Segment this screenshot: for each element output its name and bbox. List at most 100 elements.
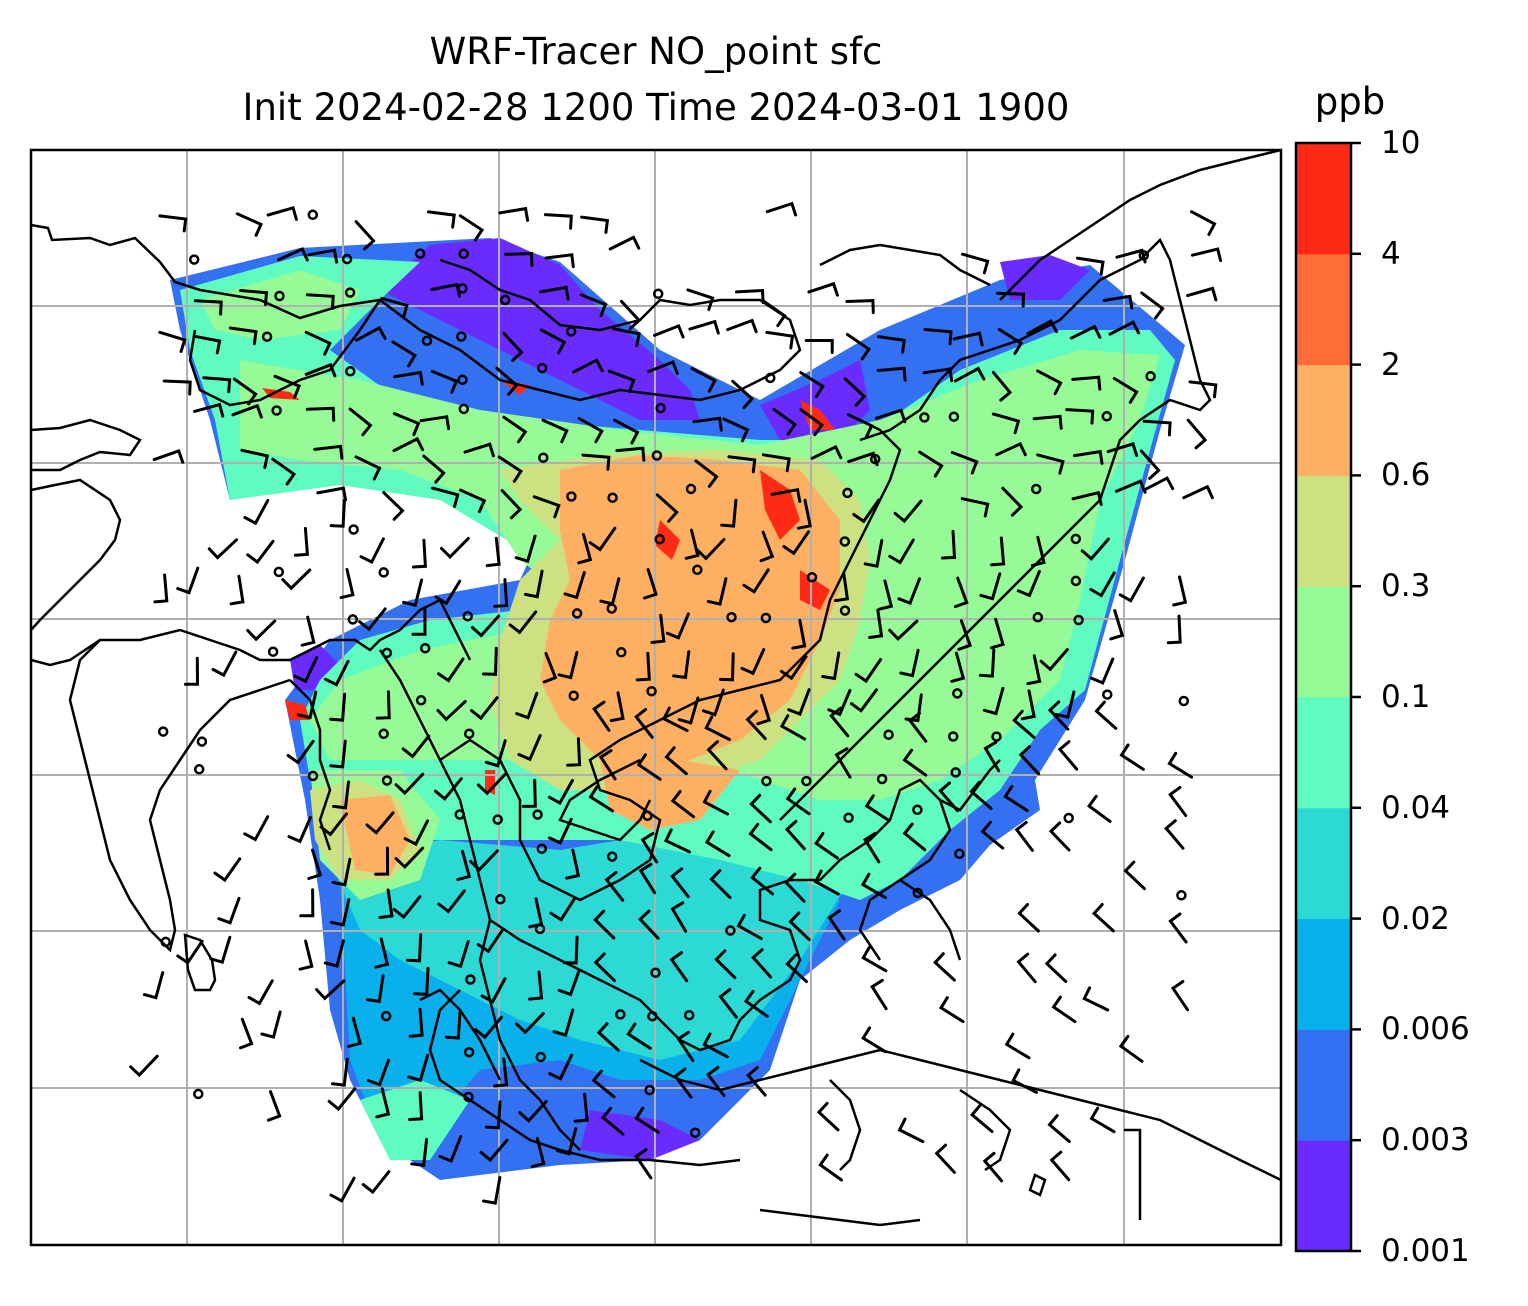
map-axes-frame — [29, 148, 1283, 1247]
wind-barb — [330, 1057, 349, 1087]
wind-barb — [670, 867, 690, 899]
wind-barb — [761, 299, 787, 328]
wind-barb — [359, 537, 385, 565]
calm-wind-circle — [499, 294, 511, 306]
colorbar-tick-label: 0.6 — [1381, 457, 1431, 494]
wind-barb — [444, 1010, 462, 1040]
wind-barb — [246, 539, 275, 565]
wind-barb — [702, 789, 729, 816]
wind-barb — [260, 1010, 282, 1039]
wind-barb — [229, 574, 245, 606]
wind-barb — [899, 648, 920, 678]
wind-barb — [307, 248, 339, 264]
wind-barb — [408, 1007, 424, 1038]
calm-wind-circle — [571, 608, 583, 619]
wind-barb — [430, 282, 461, 298]
wind-barb — [772, 407, 798, 436]
wind-barb — [897, 1117, 925, 1144]
wind-barb — [694, 459, 719, 488]
wind-barb — [579, 293, 608, 318]
calm-wind-circle — [463, 1091, 474, 1103]
wind-barb — [354, 220, 376, 251]
wind-barb — [982, 1151, 1004, 1183]
wind-barb — [391, 340, 417, 368]
wind-barb — [888, 538, 915, 565]
wind-barb — [922, 367, 954, 383]
wind-barb — [665, 612, 690, 640]
wind-barb — [296, 690, 318, 720]
wind-barb — [1018, 745, 1041, 776]
wind-barb — [953, 366, 986, 383]
wind-barb — [392, 412, 421, 437]
wind-barb — [1190, 247, 1223, 263]
wind-barb — [539, 328, 567, 355]
calm-wind-circle — [1178, 695, 1190, 707]
calm-wind-circle — [419, 642, 431, 654]
calm-wind-circle — [647, 1010, 658, 1022]
wind-barb — [670, 901, 688, 933]
wind-barb — [745, 709, 767, 741]
calm-wind-circle — [1102, 689, 1113, 700]
calm-wind-circle — [345, 366, 356, 377]
wind-barb — [355, 325, 387, 342]
wind-barb — [615, 446, 646, 462]
wind-barb — [549, 896, 577, 922]
wind-barb — [593, 952, 616, 983]
wind-barb — [1080, 537, 1110, 561]
wind-barb — [761, 453, 791, 473]
wind-barb — [845, 333, 871, 361]
wind-barb — [604, 870, 625, 902]
calm-wind-circle — [876, 773, 888, 785]
calm-wind-circle — [458, 248, 469, 260]
wind-barb — [211, 650, 238, 678]
wind-barb — [1112, 377, 1139, 404]
wind-barb — [1119, 743, 1145, 771]
wind-barb — [434, 579, 462, 606]
wind-barb — [1039, 648, 1069, 672]
wind-barb — [1069, 324, 1102, 340]
wind-barb — [209, 935, 232, 965]
wind-barb — [572, 358, 604, 374]
wind-barb — [635, 651, 651, 682]
calm-wind-circle — [912, 804, 923, 816]
calm-wind-circle — [273, 566, 285, 578]
wind-barb — [1016, 570, 1041, 598]
calm-wind-circle — [954, 848, 965, 860]
wind-barb — [1109, 609, 1125, 641]
calm-wind-circle — [344, 287, 356, 298]
wind-barb — [403, 819, 429, 847]
wind-barb — [374, 846, 390, 876]
calm-wind-circle — [1030, 483, 1042, 495]
wind-barb — [500, 489, 523, 520]
calm-wind-circle — [655, 402, 666, 414]
wind-barb — [313, 444, 344, 460]
calm-wind-circle — [193, 1088, 204, 1100]
wind-barb — [547, 778, 574, 806]
calm-wind-circle — [948, 411, 960, 422]
wind-barb — [523, 569, 544, 599]
colorbar-segment — [1296, 364, 1351, 476]
wind-barb — [1115, 248, 1147, 264]
wind-barb — [1102, 294, 1134, 310]
calm-wind-circle — [532, 809, 543, 820]
wind-barb — [672, 650, 691, 680]
calm-wind-circle — [912, 887, 924, 899]
calm-wind-circle — [806, 572, 818, 583]
wind-barb — [807, 281, 839, 297]
wind-barb — [1057, 740, 1079, 771]
wind-barb — [878, 579, 894, 611]
wind-barb — [528, 970, 544, 1001]
wind-barb — [960, 497, 990, 518]
wind-barb — [566, 737, 582, 767]
wind-barb — [474, 1015, 503, 1040]
wind-barb — [736, 913, 763, 940]
wind-barb — [609, 691, 625, 723]
wind-barb — [437, 657, 465, 683]
calm-wind-circle — [842, 487, 853, 499]
wind-barb — [907, 711, 928, 743]
wind-barb — [950, 651, 966, 683]
wind-barb — [709, 869, 732, 899]
calm-wind-circle — [1070, 575, 1082, 587]
calm-wind-circle — [606, 603, 617, 614]
